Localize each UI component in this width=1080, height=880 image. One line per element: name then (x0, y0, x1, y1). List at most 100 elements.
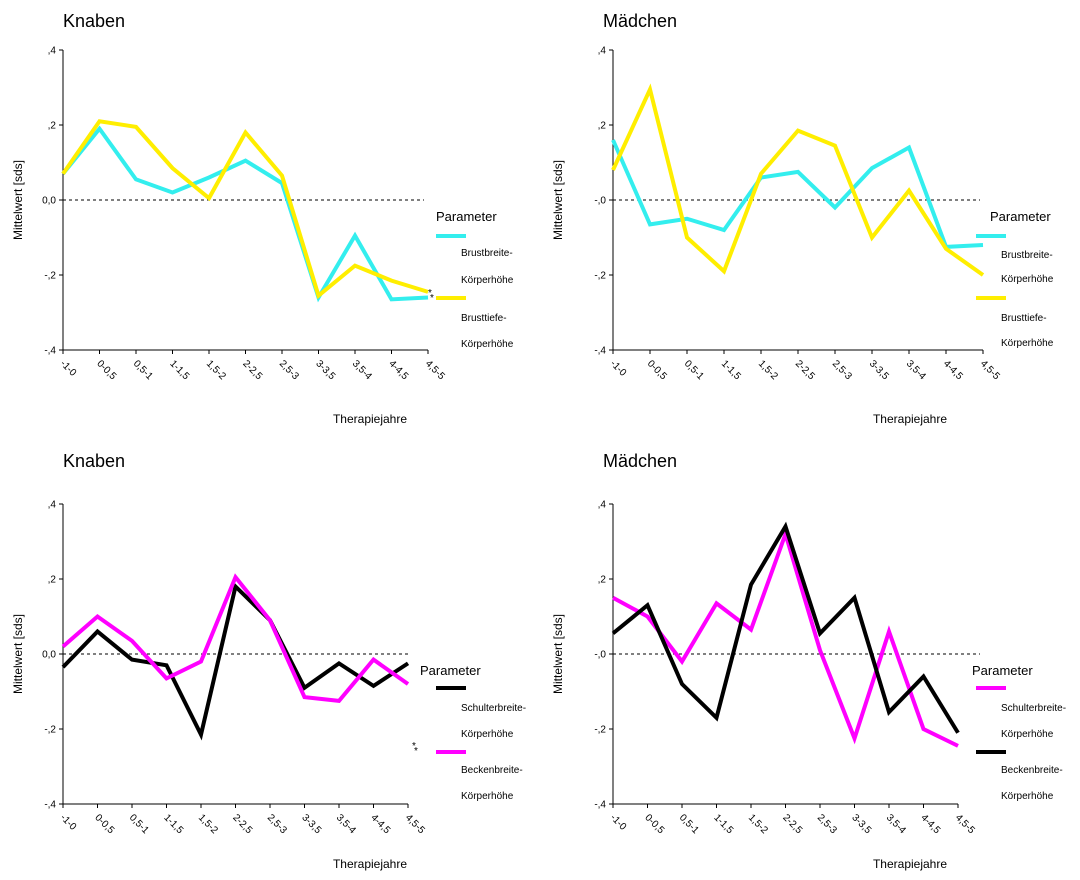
line-chart-maedchen-brust: Mädchen ,4 ,2 -,0 -,2 -,4-1-0 0-0,5 0,5-1 1-1,5 1… (551, 11, 1054, 426)
x-tick-label: 2,5-3 (815, 812, 839, 836)
x-tick-label: 3,5-4 (350, 358, 374, 382)
legend-label: Körperhöhe (461, 275, 514, 286)
x-axis-label: Therapiejahre (333, 412, 407, 426)
x-axis-label: Therapiejahre (873, 857, 947, 871)
x-tick-label: 4,5-5 (423, 358, 447, 382)
y-tick-label: ,2 (598, 575, 607, 586)
x-tick-label: 1,5-2 (746, 812, 770, 836)
y-tick-label: ,4 (48, 46, 57, 57)
y-axis-label: Mittelwert [sds] (11, 614, 25, 694)
x-tick-label: 1-1,5 (167, 358, 191, 382)
x-tick-label: 3,5-4 (334, 812, 358, 836)
star-marker: * (414, 746, 418, 757)
series-line-1 (611, 139, 984, 249)
legend-label: Schulterbreite- (1001, 703, 1066, 714)
series-line-1 (612, 527, 959, 748)
y-tick-label: ,2 (598, 121, 607, 132)
series-line-1 (61, 125, 429, 303)
legend-label: Brustbreite- (461, 248, 513, 259)
x-tick-label: 2-2,5 (240, 358, 264, 382)
y-axis-label: Mittelwert [sds] (11, 160, 25, 240)
x-tick-label: 2,5-3 (830, 358, 854, 382)
y-tick-label: ,4 (598, 500, 607, 511)
star-marker: * (412, 741, 416, 752)
x-axis-label: Therapiejahre (873, 412, 947, 426)
chart-panel-knaben-schulter-becken: Knaben ,4 ,2 0,0 -,2 -,4 -1-0 0-0,5 0,5-1 1-1,5 1,… (0, 440, 540, 880)
series-line-2 (61, 573, 410, 703)
y-axis-label: Mittelwert [sds] (551, 614, 565, 694)
legend-label: Brusttiefe- (461, 313, 507, 324)
chart-title: Mädchen (603, 11, 677, 31)
y-tick-label: -,4 (44, 346, 56, 357)
x-tick-label: 3,5-4 (904, 358, 928, 382)
x-tick-label: 4-4,5 (918, 812, 942, 836)
x-tick-label: 0,5-1 (677, 812, 701, 836)
x-tick-label: 1-1,5 (711, 812, 735, 836)
legend-label: Körperhöhe (461, 339, 514, 350)
legend-label: Brusttiefe- (1001, 313, 1047, 324)
series-line-1 (61, 582, 410, 741)
series-line-2 (611, 83, 985, 277)
x-tick-label: 0,5-1 (682, 358, 706, 382)
y-tick-label: -,2 (594, 271, 606, 282)
x-tick-label: -1-0 (608, 358, 629, 379)
chart-title: Mädchen (603, 451, 677, 471)
y-tick-label: -,4 (44, 800, 56, 811)
x-tick-label: 2,5-3 (265, 812, 289, 836)
x-tick-label: 0-0,5 (642, 812, 666, 836)
x-tick-label: 1-1,5 (719, 358, 743, 382)
chart-title: Knaben (63, 451, 125, 471)
x-tick-label: 1,5-2 (196, 812, 220, 836)
legend-label: Schulterbreite- (461, 703, 526, 714)
x-tick-label: 1,5-2 (756, 358, 780, 382)
legend-title: Parameter (420, 663, 481, 678)
legend-label: Beckenbreite- (461, 765, 523, 776)
x-tick-label: 4-4,5 (386, 358, 410, 382)
y-tick-label: ,4 (598, 46, 607, 57)
x-tick-label: 3,5-4 (884, 812, 908, 836)
series-line-2 (61, 119, 429, 300)
legend-label: Beckenbreite- (1001, 765, 1063, 776)
x-tick-label: 4-4,5 (368, 812, 392, 836)
y-tick-label: ,2 (48, 575, 57, 586)
y-axis-label: Mittelwert [sds] (551, 160, 565, 240)
legend-title: Parameter (972, 663, 1033, 678)
x-tick-label: 3-3,5 (849, 812, 873, 836)
x-tick-label: 0,5-1 (131, 358, 155, 382)
legend-title: Parameter (990, 209, 1051, 224)
x-tick-label: 2-2,5 (780, 812, 804, 836)
y-tick-label: -,2 (594, 725, 606, 736)
y-tick-label: -,0 (594, 650, 606, 661)
x-tick-label: 0,5-1 (127, 812, 151, 836)
chart-panel-knaben-brust: Knaben ,4 ,2 0,0 -,2 -,4 -1-0 0-0,5 0,5-1 1-1,5 1,… (0, 0, 540, 440)
x-tick-label: 2-2,5 (793, 358, 817, 382)
chart-title: Knaben (63, 11, 125, 31)
legend-label: Körperhöhe (461, 729, 514, 740)
y-tick-label: ,2 (48, 121, 57, 132)
y-tick-label: -,2 (44, 271, 56, 282)
legend-label: Körperhöhe (1001, 338, 1054, 349)
y-tick-label: 0,0 (42, 196, 56, 207)
x-tick-label: -1-0 (58, 812, 79, 833)
line-chart-maedchen-schulter-becken: Mädchen ,4 ,2 -,0 -,2 -,4-1-0 0-0,5 0,5-1 1-1,5 1… (551, 451, 1066, 871)
legend-title: Parameter (436, 209, 497, 224)
x-tick-label: 3-3,5 (299, 812, 323, 836)
legend-label: Körperhöhe (1001, 791, 1054, 802)
y-tick-label: -,4 (594, 800, 606, 811)
x-tick-label: 1-1,5 (161, 812, 185, 836)
x-tick-label: 1,5-2 (204, 358, 228, 382)
legend-label: Körperhöhe (1001, 729, 1054, 740)
series-line-2 (611, 521, 960, 734)
x-tick-label: -1-0 (58, 358, 79, 379)
y-tick-label: 0,0 (42, 650, 56, 661)
legend-label: Brustbreite- (1001, 250, 1053, 261)
x-tick-label: 0-0,5 (94, 358, 118, 382)
x-tick-label: 2-2,5 (230, 812, 254, 836)
x-tick-label: 3-3,5 (867, 358, 891, 382)
x-tick-label: 4,5-5 (403, 812, 427, 836)
y-tick-label: -,0 (594, 196, 606, 207)
line-chart-knaben-schulter-becken: Knaben ,4 ,2 0,0 -,2 -,4-1-0 0-0,5 0,5-1 1-1,5 1,… (11, 451, 526, 871)
y-tick-label: -,4 (594, 346, 606, 357)
legend-label: Körperhöhe (461, 791, 514, 802)
legend-label: Körperhöhe (1001, 274, 1054, 285)
